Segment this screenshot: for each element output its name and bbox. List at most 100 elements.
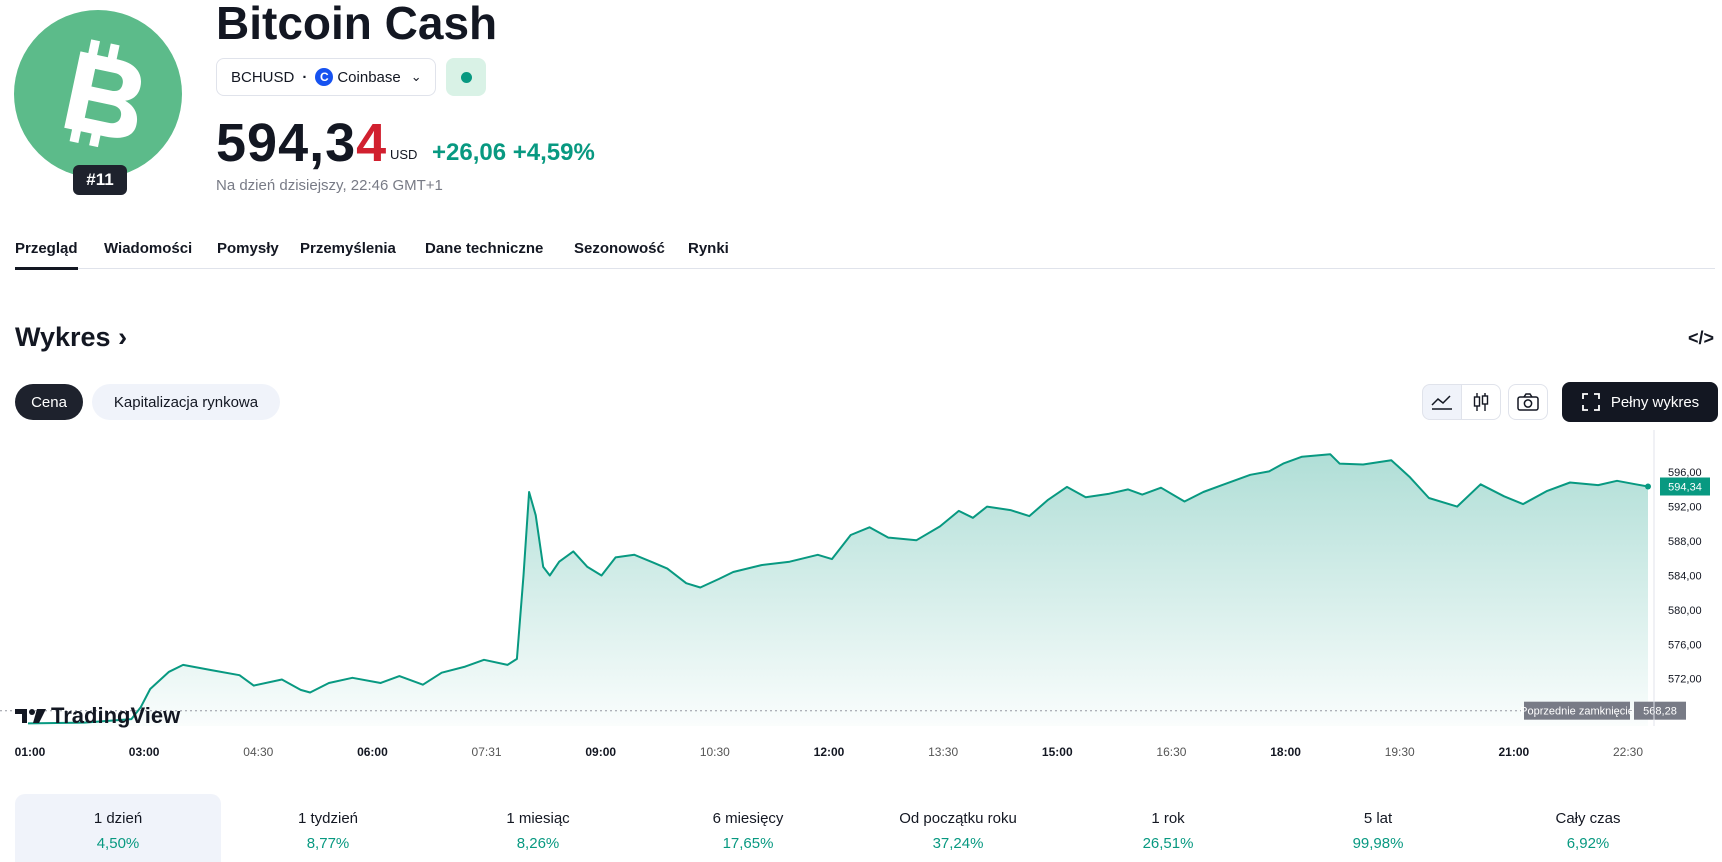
x-tick-label: 16:30 [1156,745,1186,759]
x-tick-label: 13:30 [928,745,958,759]
price-main: 594,3 [216,113,357,173]
tradingview-logo-icon [15,709,46,723]
x-tick-label: 04:30 [243,745,273,759]
x-tick-label: 10:30 [700,745,730,759]
previous-close-label-bg [1524,701,1630,720]
last-point-marker [1645,483,1651,490]
fullscreen-icon [1581,393,1600,411]
page-tabs: Przegląd Wiadomości Pomysły Przemyślenia… [15,230,1715,270]
rank-badge: #11 [73,165,127,195]
live-dot-icon [461,72,472,83]
performance-periods: 1 dzień 4,50% 1 tydzień 8,77% 1 miesiąc … [15,794,1717,862]
tradingview-text: TradingView [51,703,181,728]
tab-overview[interactable]: Przegląd [15,240,78,270]
price-area-fill [28,454,1648,726]
coinbase-icon: C [315,68,334,86]
period-5y[interactable]: 5 lat 99,98% [1275,794,1481,862]
full-chart-label: Pełny wykres [1610,393,1700,411]
bitcoin-b-icon [64,39,141,148]
period-label: 1 tydzień [297,810,359,827]
camera-icon [1517,393,1539,411]
period-label: Od początku roku [899,810,1017,827]
period-1m[interactable]: 1 miesiąc 8,26% [435,794,641,862]
tradingview-watermark: TradingView [15,703,180,729]
price-currency: USD [390,147,418,162]
separator-dot: · [302,68,308,86]
y-tick-label: 588,00 [1668,536,1702,548]
period-value: 8,26% [516,835,560,852]
previous-close-value: 568,28 [1643,706,1677,718]
price-chart[interactable]: Poprzednie zamknięcie 568,28 572,00 576,00… [0,430,1722,770]
chart-title-label: Wykres [15,322,111,352]
period-label: 1 dzień [93,810,143,827]
x-tick-label: 18:00 [1270,745,1301,759]
tab-technicals[interactable]: Dane techniczne [425,240,544,257]
period-value: 26,51% [1142,835,1194,852]
x-tick-label: 09:00 [585,745,616,759]
market-status-indicator[interactable] [446,58,486,96]
last-value-label: 594,34 [1668,482,1702,494]
y-tick-label: 584,00 [1668,570,1702,582]
period-value: 4,50% [96,835,140,852]
symbol-exchange-selector[interactable]: BCHUSD · C Coinbase ⌄ [216,58,436,96]
as-of-timestamp: Na dzień dzisiejszy, 22:46 GMT+1 [216,177,443,194]
candles-icon [1473,393,1489,411]
current-price: 594,34 [216,112,387,174]
market-cap-chip[interactable]: Kapitalizacja rynkowa [92,384,280,420]
tab-news[interactable]: Wiadomości [104,240,193,257]
price-last-digit: 4 [356,113,388,173]
y-tick-label: 572,00 [1668,674,1702,686]
period-ytd[interactable]: Od początku roku 37,24% [855,794,1061,862]
tab-minds[interactable]: Przemyślenia [300,240,396,257]
x-tick-label: 21:00 [1499,745,1530,759]
period-value: 37,24% [932,835,984,852]
period-label: 1 rok [1151,810,1185,827]
candles-button[interactable] [1461,384,1501,420]
last-value-label-bg [1660,477,1710,496]
full-chart-button[interactable]: Pełny wykres [1562,382,1718,422]
period-value: 99,98% [1352,835,1404,852]
period-value: 6,92% [1566,835,1610,852]
y-tick-label: 580,00 [1668,605,1702,617]
x-tick-label: 01:00 [15,745,46,759]
previous-close-value-bg [1634,701,1686,720]
period-value: 8,77% [306,835,350,852]
period-all[interactable]: Cały czas 6,92% [1485,794,1691,862]
period-label: 5 lat [1363,810,1393,827]
embed-code-icon[interactable]: </> [1688,328,1715,348]
y-tick-label: 576,00 [1668,639,1702,651]
period-value: 17,65% [722,835,774,852]
x-tick-label: 07:31 [472,745,502,759]
period-label: 1 miesiąc [506,810,570,827]
x-tick-label: 12:00 [814,745,845,759]
period-1y[interactable]: 1 rok 26,51% [1065,794,1271,862]
period-6m[interactable]: 6 miesięcy 17,65% [645,794,851,862]
previous-close-label: Poprzednie zamknięcie [1520,706,1634,718]
x-tick-label: 19:30 [1385,745,1415,759]
line-chart-button[interactable] [1422,384,1462,420]
line-chart-icon [1431,395,1452,410]
tab-seasonals[interactable]: Sezonowość [574,240,665,257]
price-chip[interactable]: Cena [15,384,83,420]
x-tick-label: 22:30 [1613,745,1643,759]
period-1w[interactable]: 1 tydzień 8,77% [225,794,431,862]
chart-section-title[interactable]: Wykres › [15,322,127,353]
period-label: Cały czas [1555,810,1621,827]
chevron-down-icon: ⌄ [410,69,422,84]
chevron-right-icon: › [110,322,128,352]
snapshot-button[interactable] [1508,384,1548,420]
x-tick-label: 03:00 [129,745,160,759]
period-1d[interactable]: 1 dzień 4,50% [15,794,221,862]
tab-markets[interactable]: Rynki [688,240,729,257]
price-line [27,453,1649,725]
price-change: +26,06 +4,59% [432,139,595,167]
exchange-label: Coinbase [337,68,401,86]
change-absolute: +26,06 [432,139,507,166]
symbol-label: BCHUSD [231,68,295,86]
x-tick-label: 15:00 [1042,745,1073,759]
bitcoin-cash-logo [14,10,182,178]
tab-ideas[interactable]: Pomysły [217,240,279,257]
period-label: 6 miesięcy [712,810,784,827]
x-tick-label: 06:00 [357,745,388,759]
y-tick-label: 596,00 [1668,467,1702,479]
